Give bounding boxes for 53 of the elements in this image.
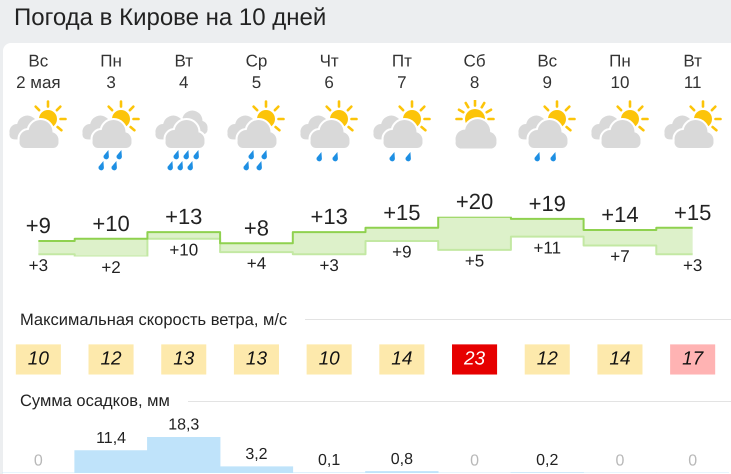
x-tick-label: Вт 4	[174, 52, 194, 92]
data-label: 13	[246, 348, 268, 370]
data-label: 3,2	[245, 446, 268, 464]
chart-title: Погода в Кирове на 10 дней	[14, 3, 326, 33]
data-label: 0,8	[390, 450, 414, 468]
chart-title: Максимальная скорость ветра, м/с	[20, 310, 288, 330]
data-label: +3	[319, 256, 339, 275]
chart-title: Сумма осадков, мм	[20, 391, 170, 411]
data-label: +13	[165, 204, 202, 230]
data-label: +14	[601, 202, 639, 228]
data-label: 0	[615, 452, 624, 470]
data-label: +8	[244, 215, 269, 240]
x-tick-label: Вс 2 мая	[16, 52, 61, 92]
data-label: +4	[246, 254, 266, 273]
data-label: 0,1	[318, 452, 340, 470]
data-label: +2	[101, 258, 121, 278]
data-label: 0,2	[536, 452, 558, 470]
data-label: +3	[682, 256, 702, 275]
data-label: +11	[533, 238, 562, 258]
x-tick-label: Пт 7	[392, 52, 412, 92]
data-label: +13	[310, 204, 348, 230]
data-label: +10	[92, 210, 130, 236]
data-label: +5	[464, 252, 484, 271]
data-label: 17	[682, 348, 705, 370]
x-tick-label: Вс 9	[537, 52, 558, 92]
data-label: +20	[456, 188, 494, 214]
data-label: +15	[383, 200, 421, 225]
data-label: 14	[391, 348, 412, 370]
data-label: 10	[28, 348, 50, 370]
data-label: 0	[470, 452, 480, 470]
data-label: 12	[100, 348, 122, 370]
data-label: +9	[392, 242, 412, 262]
data-label: 13	[173, 348, 195, 370]
data-label: 18,3	[168, 416, 200, 434]
x-tick-label: Сб 8	[464, 52, 486, 92]
x-tick-label: Ср 5	[246, 52, 268, 92]
data-label: +10	[169, 240, 198, 260]
data-label: 0	[688, 452, 698, 470]
x-tick-label: Пн 3	[100, 52, 122, 92]
data-label: 0	[34, 452, 43, 470]
data-label: 10	[318, 348, 340, 370]
data-label: 11,4	[96, 430, 126, 447]
data-label: +15	[674, 200, 712, 225]
data-label: 14	[609, 348, 631, 370]
data-label: +7	[610, 247, 630, 266]
x-tick-label: Вт 11	[683, 52, 702, 92]
data-label: +3	[28, 256, 48, 275]
x-tick-label: Пн 10	[609, 52, 631, 92]
data-label: +19	[528, 190, 566, 216]
x-tick-label: Чт 6	[320, 52, 339, 92]
data-label: +9	[26, 213, 51, 238]
data-label: 23	[462, 348, 486, 370]
data-label: 12	[536, 348, 558, 370]
